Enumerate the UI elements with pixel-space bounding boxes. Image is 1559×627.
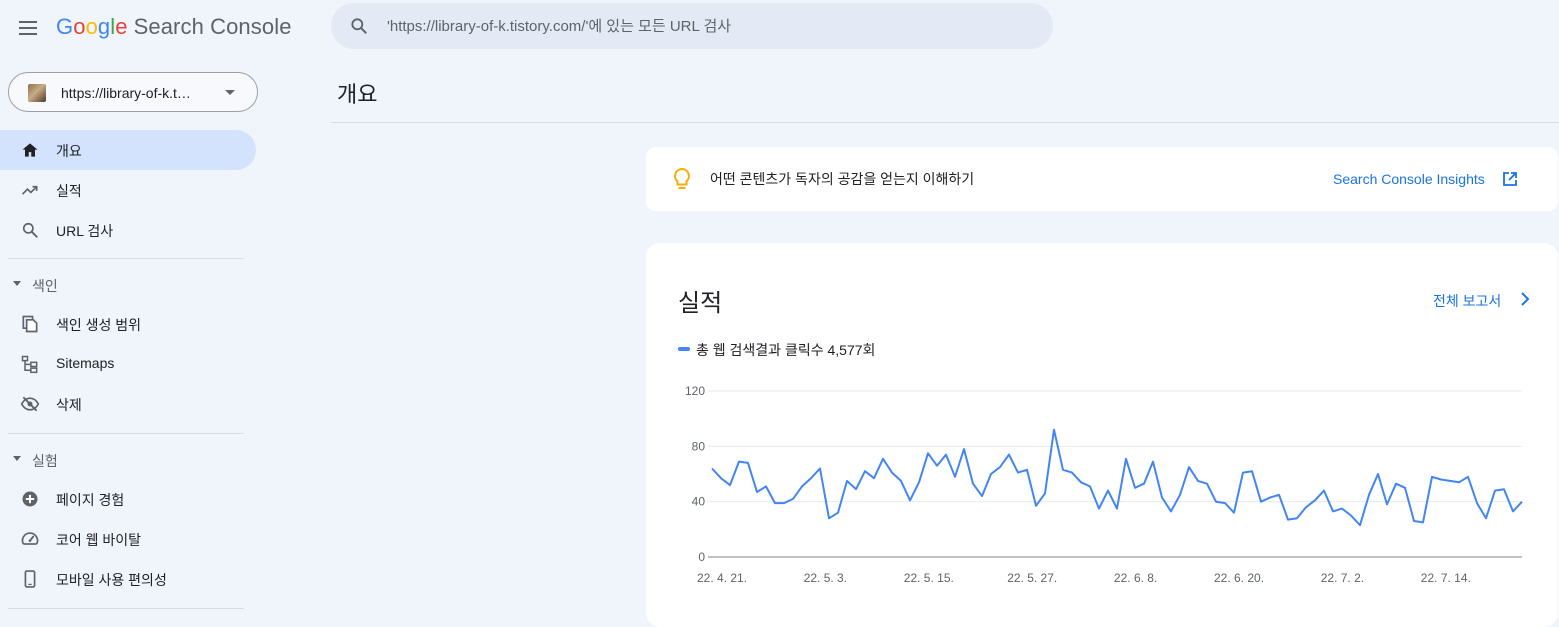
url-inspection-input[interactable] bbox=[387, 3, 1027, 49]
sidebar-item-label: 페이지 경험 bbox=[56, 492, 125, 508]
y-tick-label: 80 bbox=[692, 439, 706, 453]
url-inspection-search[interactable] bbox=[331, 3, 1053, 49]
collapse-arrow-icon bbox=[13, 281, 21, 286]
sidebar-divider bbox=[8, 608, 244, 609]
x-tick-label: 22. 7. 2. bbox=[1321, 571, 1364, 585]
chart-legend[interactable]: 총 웹 검색결과 클릭수 4,577회 bbox=[678, 340, 875, 358]
search-icon[interactable] bbox=[349, 16, 369, 36]
file-copy-icon bbox=[22, 315, 38, 333]
x-tick-label: 22. 6. 20. bbox=[1214, 571, 1264, 585]
lightbulb-icon bbox=[674, 167, 690, 189]
sidebar-section-index[interactable]: 색인 bbox=[0, 266, 256, 302]
main-menu-icon[interactable] bbox=[14, 14, 42, 42]
sidebar-item-coverage[interactable]: 색인 생성 범위 bbox=[0, 304, 256, 344]
series-line-clicks bbox=[711, 428, 1523, 527]
sidebar-item-label: 코어 웹 바이탈 bbox=[56, 532, 142, 548]
y-tick-label: 120 bbox=[685, 384, 705, 398]
y-tick-label: 0 bbox=[698, 550, 705, 564]
speedometer-icon bbox=[21, 532, 39, 545]
smartphone-icon bbox=[24, 570, 36, 588]
sitemap-icon bbox=[21, 355, 38, 374]
dropdown-arrow-icon bbox=[225, 90, 235, 95]
legend-swatch bbox=[678, 346, 690, 351]
chevron-right-icon[interactable] bbox=[1519, 291, 1531, 307]
x-tick-label: 22. 6. 8. bbox=[1114, 571, 1157, 585]
sidebar-item-page-experience[interactable]: 페이지 경험 bbox=[0, 479, 256, 519]
trending-up-icon bbox=[21, 185, 38, 195]
sidebar-item-overview[interactable]: 개요 bbox=[0, 130, 256, 170]
sidebar-item-url-inspection[interactable]: URL 검사 bbox=[0, 210, 256, 250]
y-tick-label: 40 bbox=[692, 495, 706, 509]
full-report-link[interactable]: 전체 보고서 bbox=[1433, 293, 1502, 309]
x-tick-label: 22. 5. 27. bbox=[1007, 571, 1057, 585]
search-console-insights-link[interactable]: Search Console Insights bbox=[1333, 171, 1485, 187]
sidebar-section-label: 실험 bbox=[32, 453, 58, 469]
plus-circle-icon bbox=[22, 491, 38, 507]
sidebar-item-label: 실적 bbox=[56, 183, 82, 199]
property-url: https://library-of-k.t… bbox=[61, 85, 191, 101]
x-tick-label: 22. 4. 21. bbox=[697, 571, 747, 585]
x-tick-label: 22. 5. 3. bbox=[804, 571, 847, 585]
visibility-off-icon bbox=[20, 396, 40, 412]
sidebar-item-removals[interactable]: 삭제 bbox=[0, 384, 256, 424]
legend-label: 총 웹 검색결과 클릭수 4,577회 bbox=[696, 342, 876, 358]
search-icon bbox=[22, 222, 38, 238]
open-in-new-icon[interactable] bbox=[1502, 171, 1518, 187]
sidebar-divider bbox=[8, 433, 244, 434]
insights-description: 어떤 콘텐츠가 독자의 공감을 얻는지 이해하기 bbox=[710, 171, 975, 187]
sidebar-item-label: 색인 생성 범위 bbox=[56, 317, 142, 333]
sidebar-item-label: URL 검사 bbox=[56, 223, 114, 239]
property-selector[interactable]: https://library-of-k.t… bbox=[8, 72, 258, 112]
google-search-console-logo[interactable]: Google Search Console bbox=[56, 14, 292, 39]
sidebar-divider bbox=[8, 258, 244, 259]
sidebar-section-label: 색인 bbox=[32, 278, 58, 294]
insights-card: 어떤 콘텐츠가 독자의 공감을 얻는지 이해하기 Search Console … bbox=[646, 147, 1558, 211]
collapse-arrow-icon bbox=[13, 456, 21, 461]
page-title: 개요 bbox=[337, 82, 378, 107]
performance-card: 0 40 80 120 22. 4. 21. 22. 5. 3. 22. 5. 15. 22.… bbox=[646, 243, 1558, 627]
sidebar-section-experience[interactable]: 실험 bbox=[0, 441, 256, 477]
home-icon bbox=[22, 143, 38, 157]
performance-title: 실적 bbox=[678, 290, 723, 317]
x-tick-label: 22. 7. 14. bbox=[1421, 571, 1471, 585]
top-app-bar: Google Search Console bbox=[0, 0, 1559, 56]
sidebar-item-label: 모바일 사용 편의성 bbox=[56, 572, 167, 588]
property-favicon bbox=[28, 84, 46, 102]
sidebar-item-performance[interactable]: 실적 bbox=[0, 170, 256, 210]
sidebar-item-core-web-vitals[interactable]: 코어 웹 바이탈 bbox=[0, 519, 256, 559]
sidebar-item-label: Sitemaps bbox=[56, 355, 115, 371]
sidebar-item-sitemaps[interactable]: Sitemaps bbox=[0, 344, 256, 384]
x-tick-label: 22. 5. 15. bbox=[904, 571, 954, 585]
sidebar-item-label: 개요 bbox=[56, 143, 82, 159]
sidebar-item-label: 삭제 bbox=[56, 397, 82, 413]
performance-chart: 0 40 80 120 22. 4. 21. 22. 5. 3. 22. 5. 15. 22.… bbox=[685, 384, 1523, 585]
sidebar-item-mobile-usability[interactable]: 모바일 사용 편의성 bbox=[0, 559, 256, 599]
title-divider bbox=[331, 122, 1559, 123]
